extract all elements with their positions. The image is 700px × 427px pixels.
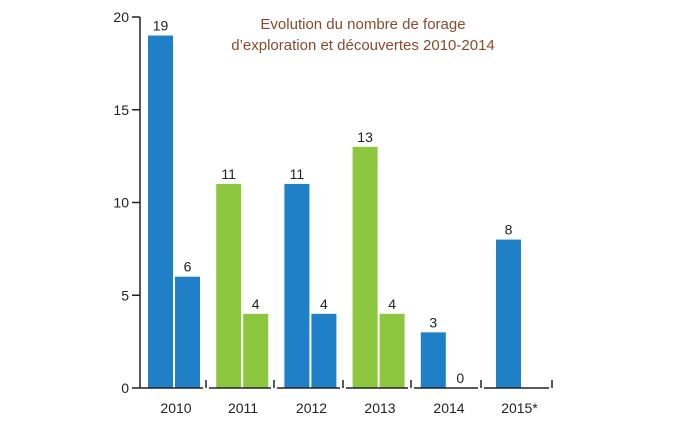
y-axis: 0 5 10 15 20 [113, 9, 141, 396]
data-label-2010-2: 6 [184, 259, 192, 275]
y-tick-label: 5 [121, 287, 129, 303]
x-category-label: 2011 [228, 400, 258, 416]
x-category-label: 2013 [364, 400, 395, 416]
data-label-2014-2: 0 [456, 370, 464, 386]
bar-2012-2 [311, 313, 337, 388]
data-label-2013-2: 4 [388, 296, 396, 312]
data-label-2012-2: 4 [320, 296, 328, 312]
bar-2014-1 [420, 332, 446, 388]
bar-2013-2 [379, 313, 405, 388]
data-labels-group: 19 6 11 4 11 4 13 4 3 0 8 [153, 18, 513, 386]
data-label-2014-1: 3 [429, 314, 437, 330]
bar-2013-1 [352, 146, 378, 388]
y-tick-label: 0 [121, 380, 129, 396]
bar-2015*-1 [496, 239, 521, 388]
x-axis: 2010 2011 2012 2013 2014 2015* [140, 380, 553, 416]
bars-group [148, 35, 521, 389]
data-label-2013-1: 13 [357, 129, 373, 145]
data-label-2011-2: 4 [252, 296, 260, 312]
data-label-2015*-1: 8 [505, 222, 513, 238]
bar-2011-1 [216, 183, 242, 388]
bar-2010-2 [175, 276, 200, 388]
y-tick-label: 20 [113, 9, 129, 25]
x-category-label: 2014 [433, 400, 464, 416]
y-tick-label: 10 [113, 195, 129, 211]
x-category-label: 2015* [501, 400, 538, 416]
data-label-2010-1: 19 [153, 18, 169, 34]
data-label-2012-1: 11 [290, 166, 305, 182]
bar-2010-1 [148, 35, 173, 389]
data-label-2011-1: 11 [221, 166, 236, 182]
bar-2012-1 [284, 183, 310, 388]
chart-title: Evolution du nombre de forage d’explorat… [231, 16, 495, 54]
y-tick-label: 15 [113, 102, 129, 118]
bar-2011-2 [243, 313, 269, 388]
x-category-label: 2010 [160, 400, 191, 416]
chart-title-line-1: Evolution du nombre de forage [260, 16, 465, 33]
x-category-label: 2012 [296, 400, 327, 416]
chart-title-line-2: d’exploration et découvertes 2010-2014 [231, 37, 495, 54]
